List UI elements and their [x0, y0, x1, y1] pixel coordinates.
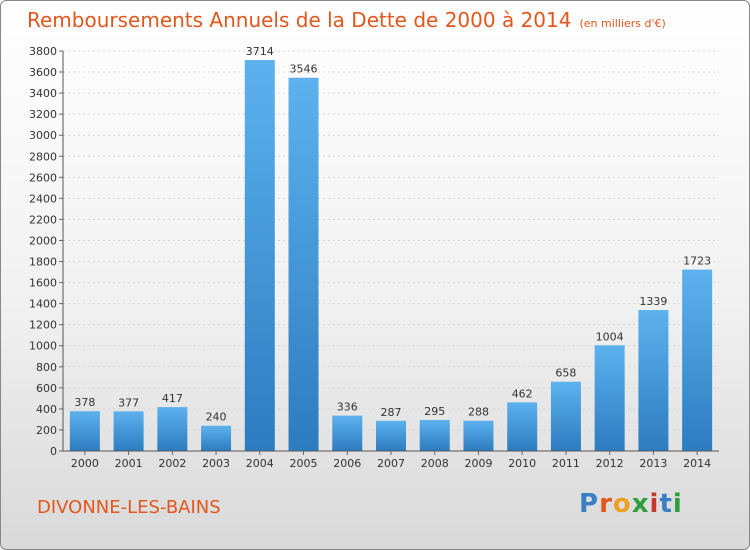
x-tick-label-2001: 2001	[115, 457, 143, 470]
data-label-2010: 462	[512, 387, 533, 400]
data-label-2000: 378	[74, 396, 95, 409]
bar-2012	[594, 345, 625, 451]
y-tick-label: 1400	[29, 298, 57, 311]
y-tick-label: 800	[36, 361, 57, 374]
bar-2002	[157, 407, 188, 451]
data-label-2006: 336	[337, 401, 358, 414]
data-label-2009: 288	[468, 406, 489, 419]
y-tick-label: 2800	[29, 150, 57, 163]
y-tick-label: 1600	[29, 277, 57, 290]
data-label-2004: 3714	[246, 45, 274, 58]
bar-2009	[463, 420, 494, 451]
logo-letter: o	[612, 489, 632, 519]
bars: 378 377 417 240 3714 3546 336 287 295 288 462 658 10…	[69, 45, 713, 451]
bar-2011	[550, 381, 581, 451]
x-tick-label-2008: 2008	[421, 457, 449, 470]
bar-2003	[201, 425, 232, 451]
y-tick-label: 2000	[29, 234, 57, 247]
bar-2006	[332, 415, 363, 451]
y-tick-label: 3800	[29, 45, 57, 58]
bar-2010	[507, 402, 538, 451]
y-tick-label: 1000	[29, 340, 57, 353]
data-label-2001: 377	[118, 396, 139, 409]
y-tick-label: 1800	[29, 256, 57, 269]
x-tick-label-2014: 2014	[683, 457, 711, 470]
x-tick-label-2000: 2000	[71, 457, 99, 470]
logo-letter: r	[599, 489, 613, 519]
bar-2004	[244, 60, 275, 451]
x-tick-label-2009: 2009	[464, 457, 492, 470]
unit-label: (en milliers d'€)	[579, 17, 666, 30]
data-label-2013: 1339	[639, 295, 667, 308]
logo-letter: x	[631, 489, 650, 519]
logo-letter: P	[579, 489, 600, 519]
x-tick-label-2006: 2006	[333, 457, 361, 470]
x-tick-label-2012: 2012	[596, 457, 624, 470]
y-tick-label: 3400	[29, 87, 57, 100]
data-label-2014: 1723	[683, 255, 711, 268]
x-tick-label-2004: 2004	[246, 457, 274, 470]
bar-2008	[419, 419, 450, 451]
proxiti-logo[interactable]: Proxiti	[579, 489, 683, 519]
data-label-2002: 417	[162, 392, 183, 405]
y-tick-label: 200	[36, 424, 57, 437]
y-tick-label: 600	[36, 382, 57, 395]
logo-letter: t	[659, 489, 673, 519]
y-tick-label: 2600	[29, 171, 57, 184]
logo-letter: i	[672, 489, 683, 519]
data-label-2008: 295	[424, 405, 445, 418]
bar-2001	[113, 411, 144, 451]
bar-2000	[69, 411, 100, 451]
data-label-2011: 658	[555, 367, 576, 380]
y-tick-label: 0	[50, 445, 57, 458]
y-tick-label: 2400	[29, 192, 57, 205]
data-label-2005: 3546	[290, 63, 318, 76]
y-tick-label: 3200	[29, 108, 57, 121]
x-tick-label-2007: 2007	[377, 457, 405, 470]
chart-title: Remboursements Annuels de la Dette de 20…	[27, 8, 666, 32]
commune-name: DIVONNE-LES-BAINS	[37, 497, 221, 518]
bar-2014	[682, 269, 713, 451]
data-label-2007: 287	[381, 406, 402, 419]
y-tick-label: 1200	[29, 319, 57, 332]
x-tick-label-2005: 2005	[290, 457, 318, 470]
x-axis: 2000 2001 2002 2003 2004 2005 2006 2007 2008 2009…	[63, 450, 719, 470]
data-label-2003: 240	[206, 411, 227, 424]
x-tick-label-2013: 2013	[639, 457, 667, 470]
y-tick-label: 3000	[29, 129, 57, 142]
data-label-2012: 1004	[596, 330, 624, 343]
x-tick-label-2003: 2003	[202, 457, 230, 470]
x-tick-label-2010: 2010	[508, 457, 536, 470]
y-tick-label: 400	[36, 403, 57, 416]
bar-2005	[288, 77, 319, 451]
x-tick-label-2011: 2011	[552, 457, 580, 470]
title-text: Remboursements Annuels de la Dette de 20…	[27, 8, 572, 32]
bar-2007	[376, 420, 406, 451]
y-tick-label: 2200	[29, 213, 57, 226]
x-tick-label-2002: 2002	[158, 457, 186, 470]
bar-2013	[638, 310, 669, 451]
y-axis: 0 200 400 600 800 1000 1200 1400 1600 1800 2000 220…	[29, 45, 64, 458]
logo-letter: i	[649, 489, 660, 519]
y-tick-label: 3600	[29, 66, 57, 79]
